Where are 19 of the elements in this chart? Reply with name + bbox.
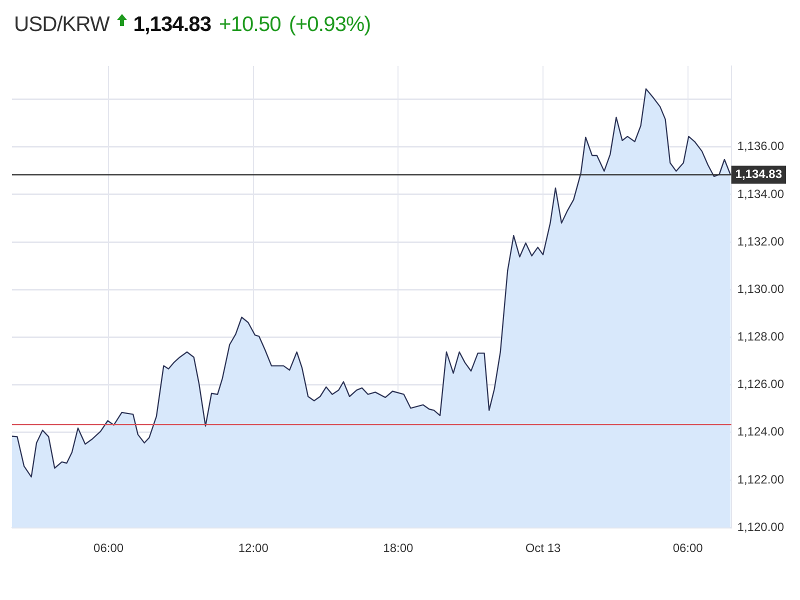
x-tick-label: 06:00 [94,541,124,556]
y-tick-label: 1,130.00 [737,282,784,296]
chart-title: USD/KRW [14,13,110,37]
y-tick-label: 1,136.00 [737,139,784,154]
y-tick-label: 1,120.00 [737,520,784,534]
y-tick-label: 1,128.00 [737,330,784,344]
y-tick-label: 1,122.00 [737,472,784,486]
text: 1,134.83 [133,13,212,37]
ref-line-label: 1,134.83 [735,167,782,182]
x-tick-label: 18:00 [383,541,414,556]
y-tick-label: 1,132.00 [737,234,784,248]
text: (+0.93%) [288,13,371,37]
x-tick-label: Oct 13 [525,541,562,556]
y-tick-label: 1,126.00 [737,377,784,392]
x-tick-label: 12:00 [238,541,269,556]
text: +10.50 [219,13,281,37]
y-tick-label: 1,134.00 [737,186,784,201]
y-tick-label: 1,124.00 [737,424,784,439]
x-tick-label: 06:00 [672,541,704,556]
